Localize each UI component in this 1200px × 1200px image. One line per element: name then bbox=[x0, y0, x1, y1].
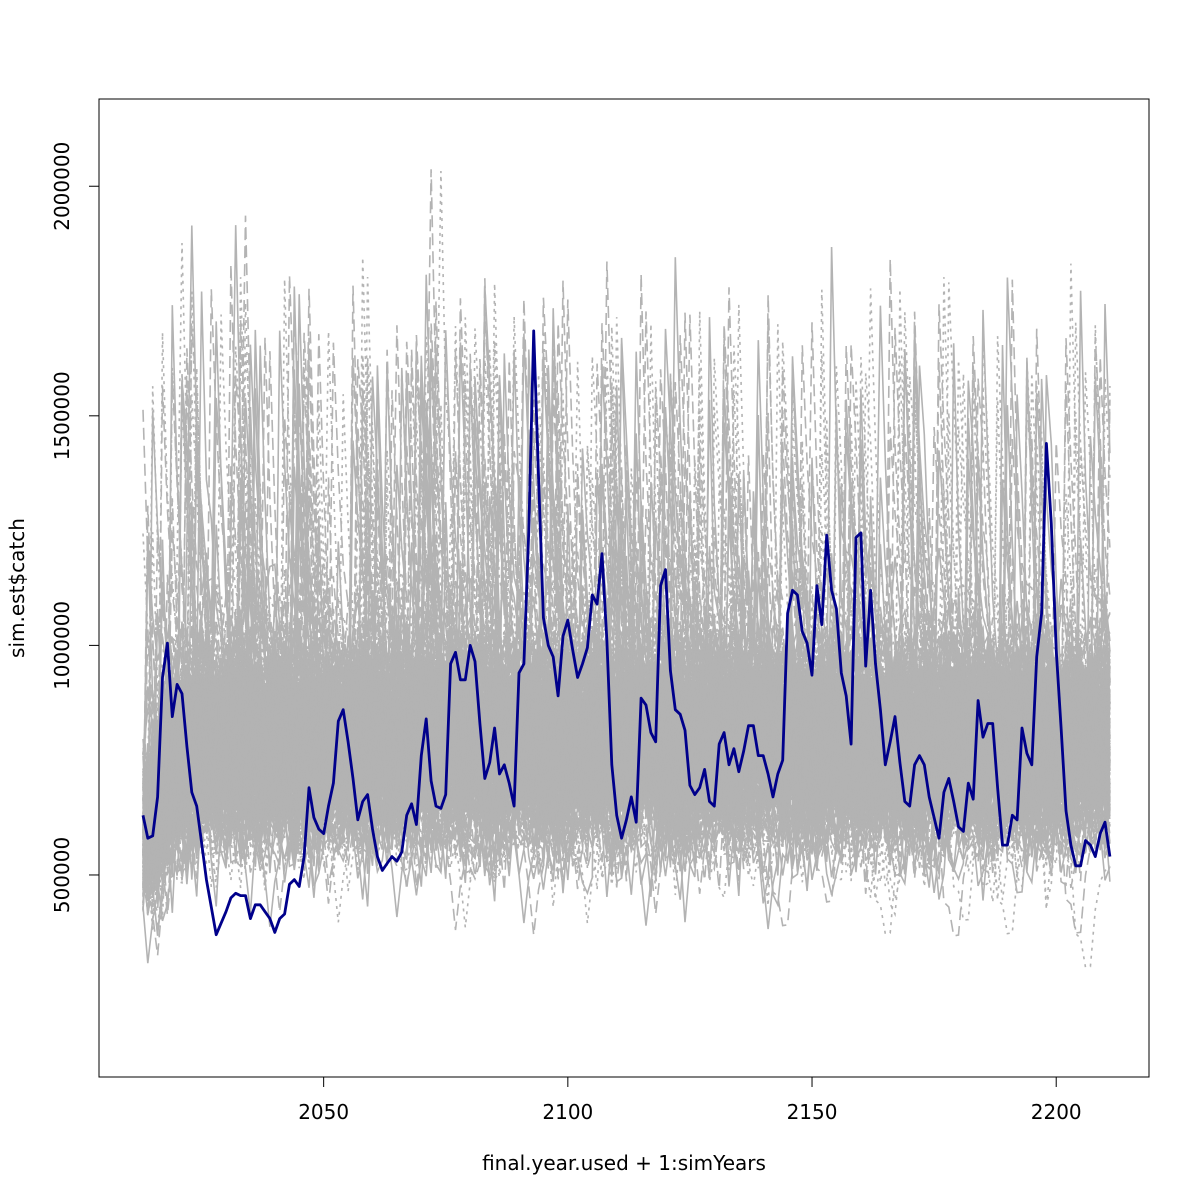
background-series-line bbox=[142, 518, 1111, 902]
highlight-series-line bbox=[141, 329, 1112, 937]
y-axis-title: sim.est$catch bbox=[5, 518, 29, 658]
background-series-line bbox=[142, 314, 1111, 888]
background-series-line bbox=[142, 468, 1111, 863]
background-series-line bbox=[142, 289, 1111, 866]
y-tick-label: 500000 bbox=[50, 837, 74, 913]
background-series-line bbox=[142, 651, 1111, 904]
background-series-line bbox=[142, 304, 1111, 903]
highlight-series-group bbox=[141, 329, 1112, 937]
x-tick-label: 2200 bbox=[1031, 1100, 1082, 1124]
background-series-line bbox=[142, 334, 1111, 871]
y-axis: 500000 1000000 1500000 2000000 bbox=[50, 142, 100, 913]
background-series-line bbox=[142, 376, 1111, 889]
y-tick-label: 1000000 bbox=[50, 601, 74, 690]
y-tick-label: 1500000 bbox=[50, 371, 74, 460]
background-series-group bbox=[142, 169, 1111, 969]
background-series-line bbox=[142, 289, 1111, 846]
x-tick-label: 2150 bbox=[787, 1100, 838, 1124]
background-series-line bbox=[142, 374, 1111, 866]
background-series-line bbox=[142, 362, 1111, 875]
x-tick-label: 2100 bbox=[542, 1100, 593, 1124]
x-axis-title: final.year.used + 1:simYears bbox=[482, 1151, 766, 1175]
x-tick-label: 2050 bbox=[298, 1100, 349, 1124]
background-series-line bbox=[142, 278, 1111, 871]
background-series-line bbox=[142, 356, 1111, 842]
y-tick-label: 2000000 bbox=[50, 142, 74, 231]
background-series-line bbox=[142, 302, 1111, 896]
x-axis: 2050 2100 2150 2200 bbox=[298, 1076, 1082, 1124]
background-series-line bbox=[142, 523, 1111, 907]
background-series-line bbox=[142, 370, 1111, 902]
background-series-line bbox=[142, 390, 1111, 897]
background-series-line bbox=[142, 288, 1111, 878]
